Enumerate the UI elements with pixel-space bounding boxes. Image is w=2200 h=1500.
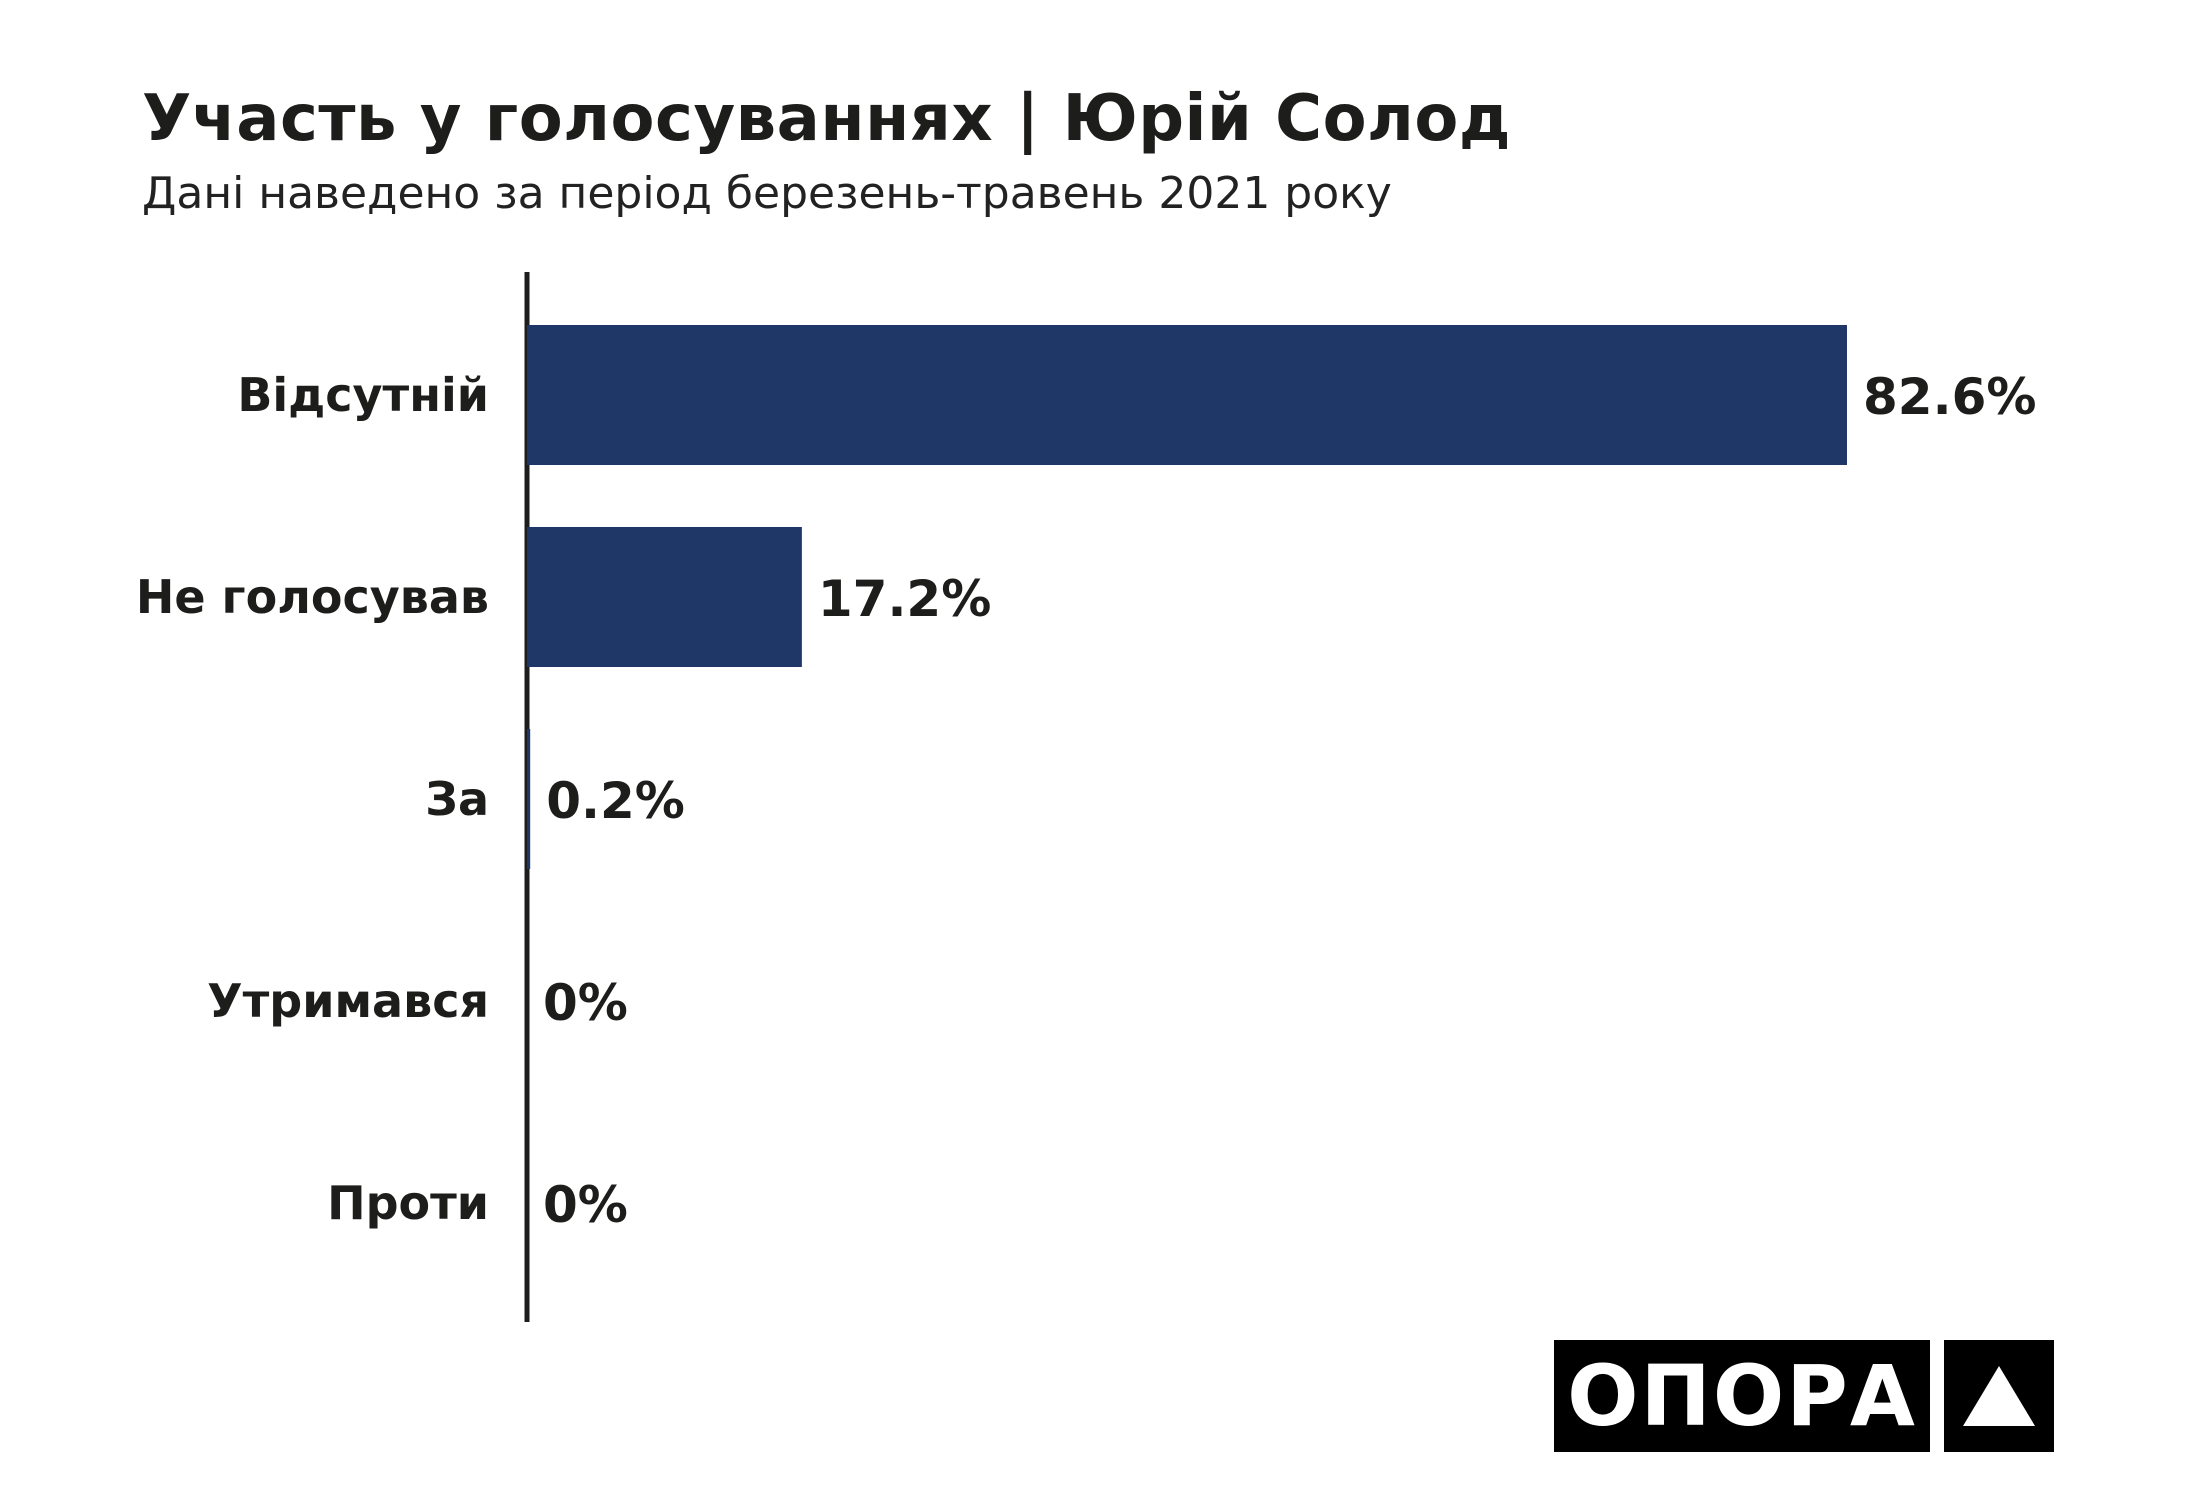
opora-logo: ОПОРА [1554,1340,2054,1452]
category-label: Відсутній [237,368,489,422]
data-label: 17.2% [818,570,991,628]
bar [527,325,1847,465]
bar [527,729,531,869]
data-label: 82.6% [1863,368,2036,426]
category-label: Утримався [207,974,489,1028]
bar [527,527,802,667]
logo-text: ОПОРА [1554,1340,1930,1452]
triangle-icon [1944,1340,2054,1452]
category-label: Не голосував [136,570,489,624]
chart-title: Участь у голосуваннях | Юрій Солод [142,82,1512,156]
category-label: Проти [327,1176,489,1230]
bar-chart: Відсутній 82.6% Не голосував 17.2% За 0.2% Утр… [136,272,2036,1322]
data-label: 0% [543,1176,628,1234]
data-label: 0% [543,974,628,1032]
chart-subtitle: Дані наведено за період березень-травень… [142,168,1392,219]
data-label: 0.2% [546,772,685,830]
category-label: За [425,772,489,826]
